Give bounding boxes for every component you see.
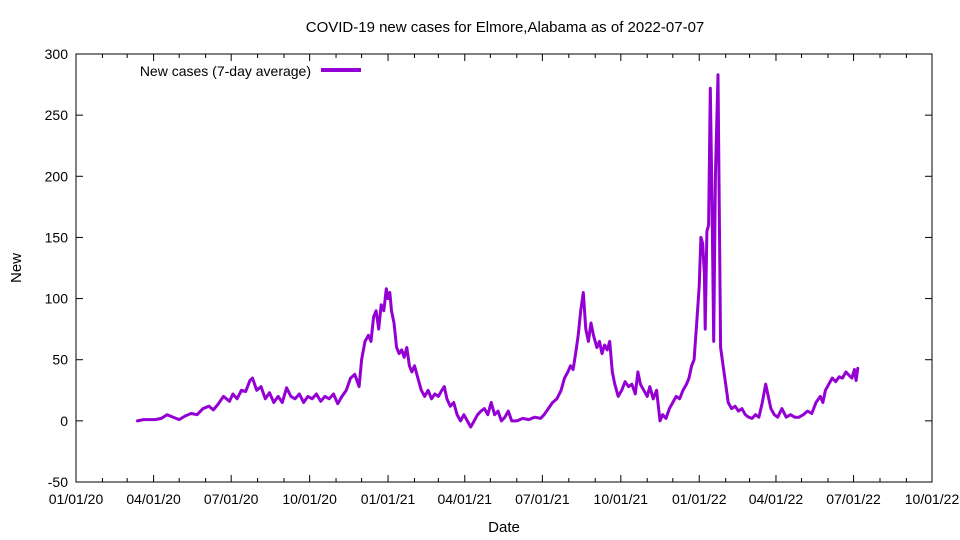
- x-tick-label: 07/01/21: [515, 491, 570, 507]
- x-tick-label: 04/01/21: [438, 491, 493, 507]
- x-tick-label: 01/01/20: [49, 491, 104, 507]
- y-tick-label: 200: [45, 168, 69, 184]
- x-tick-label: 07/01/20: [204, 491, 259, 507]
- x-tick-label: 01/01/22: [672, 491, 727, 507]
- plot-frame: [75, 53, 933, 483]
- y-tick-label: 250: [45, 107, 69, 123]
- y-tick-label: 300: [45, 46, 69, 62]
- x-tick-label: 01/01/21: [361, 491, 416, 507]
- x-tick-label: 10/01/20: [282, 491, 337, 507]
- y-axis: -50 0 50 100 150 200 250 300: [45, 46, 932, 490]
- y-tick-label: 150: [45, 229, 69, 245]
- x-tick-label: 10/01/22: [905, 491, 960, 507]
- legend: New cases (7-day average): [140, 63, 361, 79]
- x-tick-label: 04/01/20: [126, 491, 181, 507]
- y-tick-label: -50: [48, 474, 68, 490]
- x-axis: 01/01/20 04/01/20 07/01/20 10/01/20 01/01/21…: [49, 54, 960, 507]
- series-line-new-cases: [135, 73, 860, 429]
- chart-title: COVID-19 new cases for Elmore,Alabama as…: [306, 19, 705, 36]
- y-tick-label: 0: [60, 413, 68, 429]
- legend-label: New cases (7-day average): [140, 63, 311, 79]
- x-tick-label: 07/01/22: [826, 491, 881, 507]
- y-axis-label: New: [8, 253, 25, 283]
- x-tick-label: 04/01/22: [749, 491, 804, 507]
- y-tick-label: 50: [52, 352, 68, 368]
- x-axis-label: Date: [488, 519, 520, 536]
- y-tick-label: 100: [45, 291, 69, 307]
- x-tick-label: 10/01/21: [594, 491, 649, 507]
